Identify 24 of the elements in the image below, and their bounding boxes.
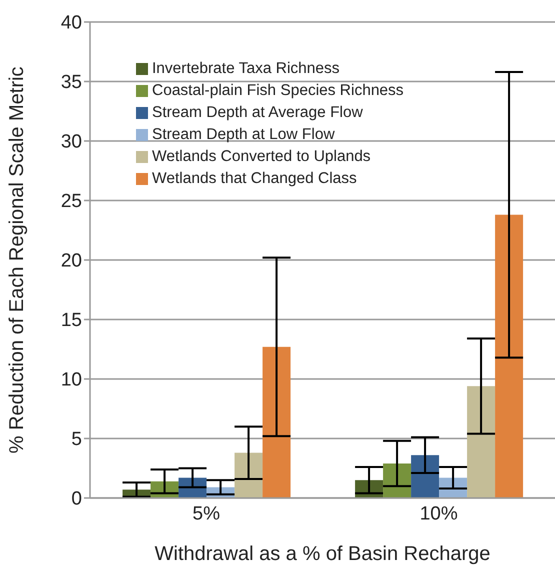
y-tick-label: 0: [71, 488, 82, 510]
legend-label: Coastal-plain Fish Species Richness: [152, 82, 404, 99]
bar: [383, 463, 412, 498]
x-tick-label: 5%: [192, 503, 220, 524]
bar: [495, 214, 524, 498]
bar: [467, 386, 496, 498]
legend-label: Stream Depth at Average Flow: [152, 104, 363, 121]
y-tick-label: 35: [60, 72, 82, 94]
bar: [262, 346, 291, 498]
bar: [411, 455, 440, 498]
y-tick-label: 10: [60, 370, 82, 391]
y-tick-label: 5: [71, 429, 82, 450]
y-tick-label: 25: [60, 191, 82, 212]
y-tick-label: 15: [60, 310, 82, 332]
y-tick-label: 20: [60, 250, 82, 272]
x-tick-label: 10%: [420, 503, 458, 524]
legend-label: Wetlands Converted to Uplands: [152, 148, 371, 165]
y-axis-title: % Reduction of Each Regional Scale Metric: [6, 66, 28, 454]
x-axis-title: Withdrawal as a % of Basin Recharge: [154, 543, 490, 565]
y-tick-label: 40: [60, 12, 82, 34]
legend-label: Invertebrate Taxa Richness: [152, 60, 340, 77]
legend-label: Wetlands that Changed Class: [152, 170, 357, 187]
legend-label: Stream Depth at Low Flow: [152, 126, 335, 143]
y-tick-label: 30: [60, 132, 82, 153]
